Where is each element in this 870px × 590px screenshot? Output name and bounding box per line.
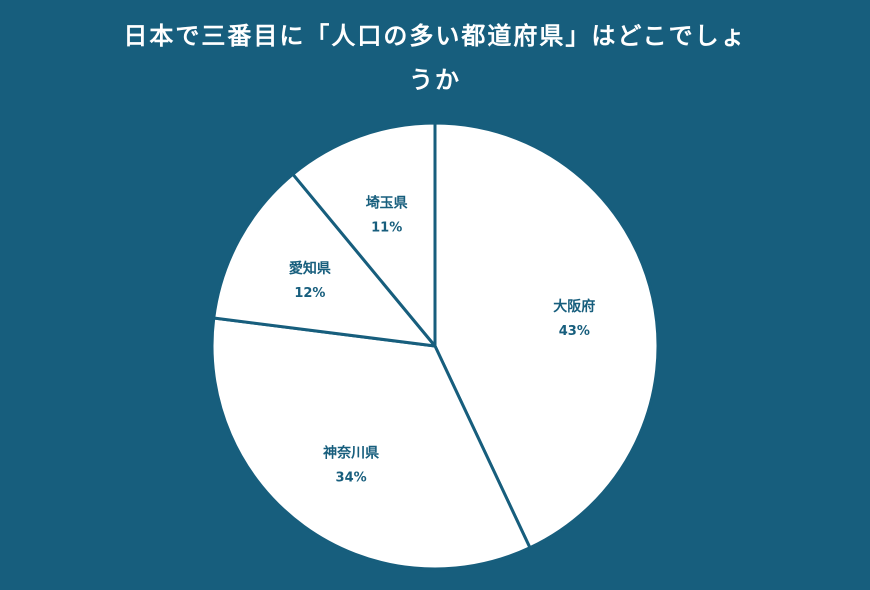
chart-title: 日本で三番目に「人口の多い都道府県」はどこでしょ うか: [0, 14, 870, 102]
pie-slice-4: [291, 121, 437, 348]
pie-slice-3: [212, 172, 437, 348]
pie-slice-2: [210, 316, 532, 571]
pie-slice-value-4: 11%: [371, 221, 402, 236]
pie-slice-label-3: 愛知県: [289, 260, 331, 277]
pie-slice-label-4: 埼玉県: [366, 195, 408, 212]
chart-title-line-2: うか: [409, 66, 461, 94]
pie-slice-value-3: 12%: [294, 286, 325, 301]
pie-labels: 大阪府 43% 神奈川県 34% 愛知県 12% 埼玉県 11%: [289, 195, 595, 486]
pie-slices: [210, 121, 660, 571]
pie-slice-label-2: 神奈川県: [323, 445, 379, 462]
chart-title-line-1: 日本で三番目に「人口の多い都道府県」はどこでしょ: [123, 22, 747, 50]
pie-slice-value-2: 34%: [336, 471, 367, 486]
pie-slice-value-1: 43%: [559, 324, 590, 339]
pie-slice-1: [433, 121, 660, 550]
pie-slice-label-1: 大阪府: [553, 298, 595, 315]
